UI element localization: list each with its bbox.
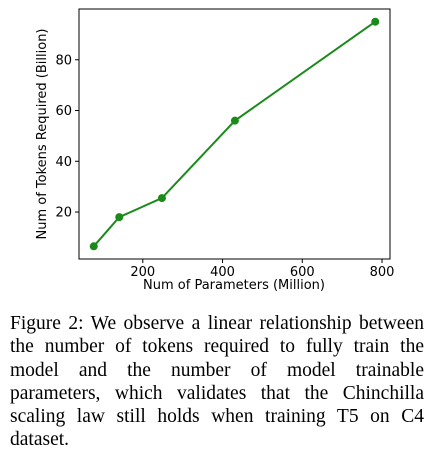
y-tick-label: 20 xyxy=(55,206,72,221)
y-tick-label: 40 xyxy=(55,155,72,170)
x-axis-label: Num of Parameters (Million) xyxy=(143,278,325,293)
series-line xyxy=(92,20,376,247)
y-tick-label: 80 xyxy=(55,53,72,68)
data-point xyxy=(230,116,239,125)
plot-frame xyxy=(78,8,391,260)
data-point xyxy=(157,194,166,203)
data-point xyxy=(89,242,98,251)
x-tick-label: 400 xyxy=(210,265,235,280)
figure-caption: Figure 2: We observe a linear relationsh… xyxy=(10,313,424,451)
line-chart: 200 400 600 800 20 40 60 80 Num of Parameters … xyxy=(35,8,394,293)
x-axis-ticks: 200 400 600 800 xyxy=(130,259,394,280)
x-tick-label: 200 xyxy=(130,265,155,280)
y-axis-ticks: 20 40 60 80 xyxy=(55,53,79,221)
x-tick-label: 800 xyxy=(370,265,395,280)
data-points xyxy=(89,17,380,251)
y-axis-label: Num of Tokens Required (Billion) xyxy=(35,28,50,239)
data-point xyxy=(115,213,124,222)
x-tick-label: 600 xyxy=(290,265,315,280)
y-tick-label: 60 xyxy=(55,104,72,119)
data-point xyxy=(371,17,380,26)
